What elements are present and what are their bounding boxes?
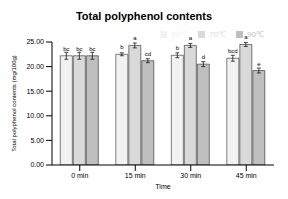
- svg-text:Time: Time: [155, 183, 170, 190]
- svg-text:15 min: 15 min: [125, 172, 146, 179]
- svg-text:10.00: 10.00: [26, 112, 44, 119]
- svg-text:bc: bc: [63, 46, 69, 52]
- svg-text:0.00: 0.00: [30, 161, 44, 168]
- svg-text:bcd: bcd: [228, 48, 238, 54]
- svg-text:25.00: 25.00: [26, 38, 44, 45]
- svg-text:b: b: [176, 45, 180, 51]
- svg-text:cd: cd: [145, 51, 151, 57]
- svg-text:a: a: [244, 34, 248, 40]
- svg-text:30 min: 30 min: [180, 172, 201, 179]
- html-text:50℃: 50℃: [171, 30, 189, 39]
- html-text:70℃: 70℃: [209, 30, 227, 39]
- svg-text:45 min: 45 min: [236, 172, 257, 179]
- html-text:90℃: 90℃: [247, 30, 264, 39]
- svg-text:15.00: 15.00: [26, 88, 44, 95]
- svg-text:e: e: [257, 61, 261, 67]
- svg-text:Total polyphenol contents (mg/: Total polyphenol contents (mg/100g): [11, 55, 17, 152]
- svg-text:a: a: [189, 35, 193, 41]
- svg-text:bc: bc: [76, 46, 82, 52]
- html-text:Total polyphenol contents: Total polyphenol contents: [76, 10, 212, 22]
- svg-text:20.00: 20.00: [26, 63, 44, 70]
- svg-text:bc: bc: [89, 46, 95, 52]
- svg-text:b: b: [120, 44, 124, 50]
- svg-text:a: a: [133, 35, 137, 41]
- svg-text:d: d: [202, 54, 205, 60]
- svg-text:0 min: 0 min: [71, 172, 88, 179]
- svg-text:5.00: 5.00: [30, 137, 44, 144]
